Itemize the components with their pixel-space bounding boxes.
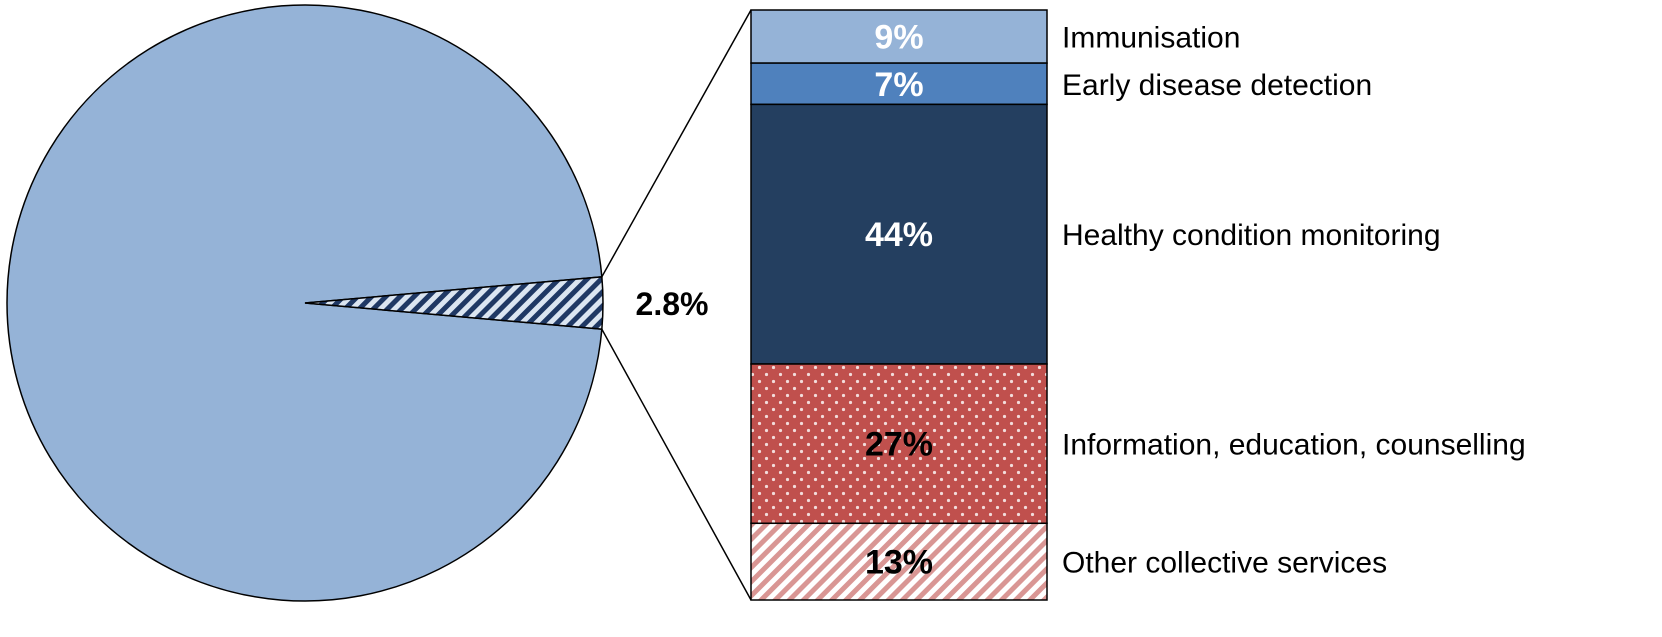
segment-category-label: Early disease detection <box>1062 69 1372 102</box>
bar-segment <box>750 103 1048 365</box>
segment-value-label: 13% <box>865 544 933 582</box>
segment-category-label: Other collective services <box>1062 547 1387 580</box>
connector-line-bottom <box>601 328 752 601</box>
segment-value-label: 27% <box>865 426 933 464</box>
connector-lines <box>601 9 752 601</box>
pie-slice-small <box>304 276 604 330</box>
connector-line-top <box>601 9 752 278</box>
bar-segment <box>750 62 1048 106</box>
small-slice-value-label: 2.8% <box>636 286 709 322</box>
segment-value-label: 9% <box>874 19 923 57</box>
pie <box>6 4 604 602</box>
pie-slice-large <box>6 4 603 602</box>
bar-segment <box>750 9 1048 64</box>
bar-segment <box>750 522 1048 601</box>
breakdown-bar: 9% 7% 44% 27% 13% <box>750 9 1048 601</box>
bar-segment <box>750 363 1048 525</box>
segment-value-label: 7% <box>874 66 923 104</box>
segment-value-label: 44% <box>865 216 933 254</box>
segment-category-label: Information, education, counselling <box>1062 429 1526 462</box>
segment-category-label: Healthy condition monitoring <box>1062 219 1441 252</box>
category-labels: Immunisation Early disease detection Healt… <box>1062 22 1526 580</box>
segment-category-label: Immunisation <box>1062 22 1240 55</box>
